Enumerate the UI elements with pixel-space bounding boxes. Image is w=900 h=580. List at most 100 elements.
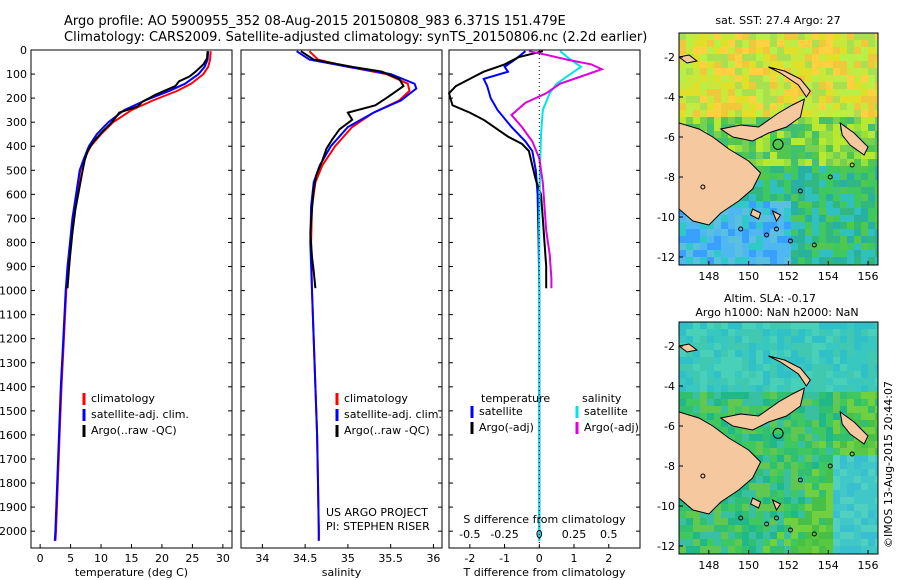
map-cell (840, 539, 848, 547)
map-cell (756, 159, 764, 167)
map-cell (784, 33, 792, 41)
map-cell (721, 427, 729, 435)
map-cell (819, 427, 827, 435)
map-cell (777, 159, 785, 167)
salinity-xtick-label: 34 (255, 552, 269, 565)
map-cell (868, 434, 876, 442)
map-cell (742, 110, 750, 118)
salinity-xlabel: salinity (322, 566, 362, 579)
map-cell (812, 385, 820, 393)
map-cell (679, 110, 687, 118)
depth-tick-label: 700 (6, 212, 27, 225)
map-cell (742, 511, 750, 519)
map-cell (770, 378, 778, 386)
map-cell (756, 322, 764, 330)
map-cell (819, 406, 827, 414)
map-cell (770, 68, 778, 76)
map-cell (749, 329, 757, 337)
map-cell (826, 180, 834, 188)
map-cell (847, 413, 855, 421)
map-cell (805, 243, 813, 251)
map-cell (770, 131, 778, 139)
map-cell (742, 371, 750, 379)
map-cell (756, 329, 764, 337)
map-cell (707, 406, 715, 414)
map-cell (756, 350, 764, 358)
map-cell (721, 33, 729, 41)
map-cell (819, 40, 827, 48)
map-cell (679, 117, 687, 125)
map-cell (679, 364, 687, 372)
map-cell (686, 243, 694, 251)
map-cell (721, 406, 729, 414)
map-cell (847, 469, 855, 477)
map-cell (763, 75, 771, 83)
map-cell (791, 350, 799, 358)
map-cell (700, 250, 708, 258)
temperature-axes-box (30, 49, 233, 549)
map-cell (833, 257, 841, 265)
map-cell (819, 525, 827, 533)
map-cell (798, 68, 806, 76)
map-cell (756, 145, 764, 153)
map-cell (714, 243, 722, 251)
map-cell (770, 546, 778, 554)
map-cell (735, 145, 743, 153)
map-cell (749, 89, 757, 97)
map-cell (728, 33, 736, 41)
sla-map-ytick-label: -8 (664, 460, 675, 473)
map-cell (714, 343, 722, 351)
map-cell (770, 343, 778, 351)
map-cell (721, 47, 729, 55)
map-cell (700, 511, 708, 519)
map-cell (826, 215, 834, 223)
map-cell (721, 103, 729, 111)
map-cell (854, 103, 862, 111)
map-cell (847, 82, 855, 90)
map-cell (840, 47, 848, 55)
map-cell (770, 532, 778, 540)
map-cell (728, 236, 736, 244)
map-cell (742, 483, 750, 491)
map-cell (819, 61, 827, 69)
map-cell (861, 89, 869, 97)
map-cell (735, 47, 743, 55)
map-cell (868, 187, 876, 195)
map-cell (819, 33, 827, 41)
island-outline (738, 515, 744, 521)
map-cell (840, 117, 848, 125)
map-cell (728, 145, 736, 153)
land-mass (839, 121, 869, 156)
map-cell (805, 82, 813, 90)
map-cell (686, 68, 694, 76)
map-cell (784, 40, 792, 48)
sst-map-xtick-label: 154 (818, 270, 839, 283)
map-cell (693, 511, 701, 519)
map-cell (875, 89, 878, 97)
map-cell (770, 392, 778, 400)
map-cell (875, 117, 878, 125)
map-cell (868, 336, 876, 344)
map-cell (756, 61, 764, 69)
map-cell (812, 117, 820, 125)
map-cell (763, 350, 771, 358)
map-cell (700, 539, 708, 547)
map-cell (861, 490, 869, 498)
map-cell (777, 462, 785, 470)
map-cell (735, 490, 743, 498)
map-cell (847, 539, 855, 547)
map-cell (861, 124, 869, 132)
map-cell (875, 54, 878, 62)
map-cell (819, 82, 827, 90)
map-cell (777, 131, 785, 139)
map-cell (700, 40, 708, 48)
map-cell (798, 96, 806, 104)
map-cell (805, 159, 813, 167)
map-cell (805, 40, 813, 48)
map-cell (847, 194, 855, 202)
map-cell (805, 103, 813, 111)
map-cell (686, 222, 694, 230)
map-cell (714, 322, 722, 330)
map-cell (707, 511, 715, 519)
map-cell (707, 75, 715, 83)
